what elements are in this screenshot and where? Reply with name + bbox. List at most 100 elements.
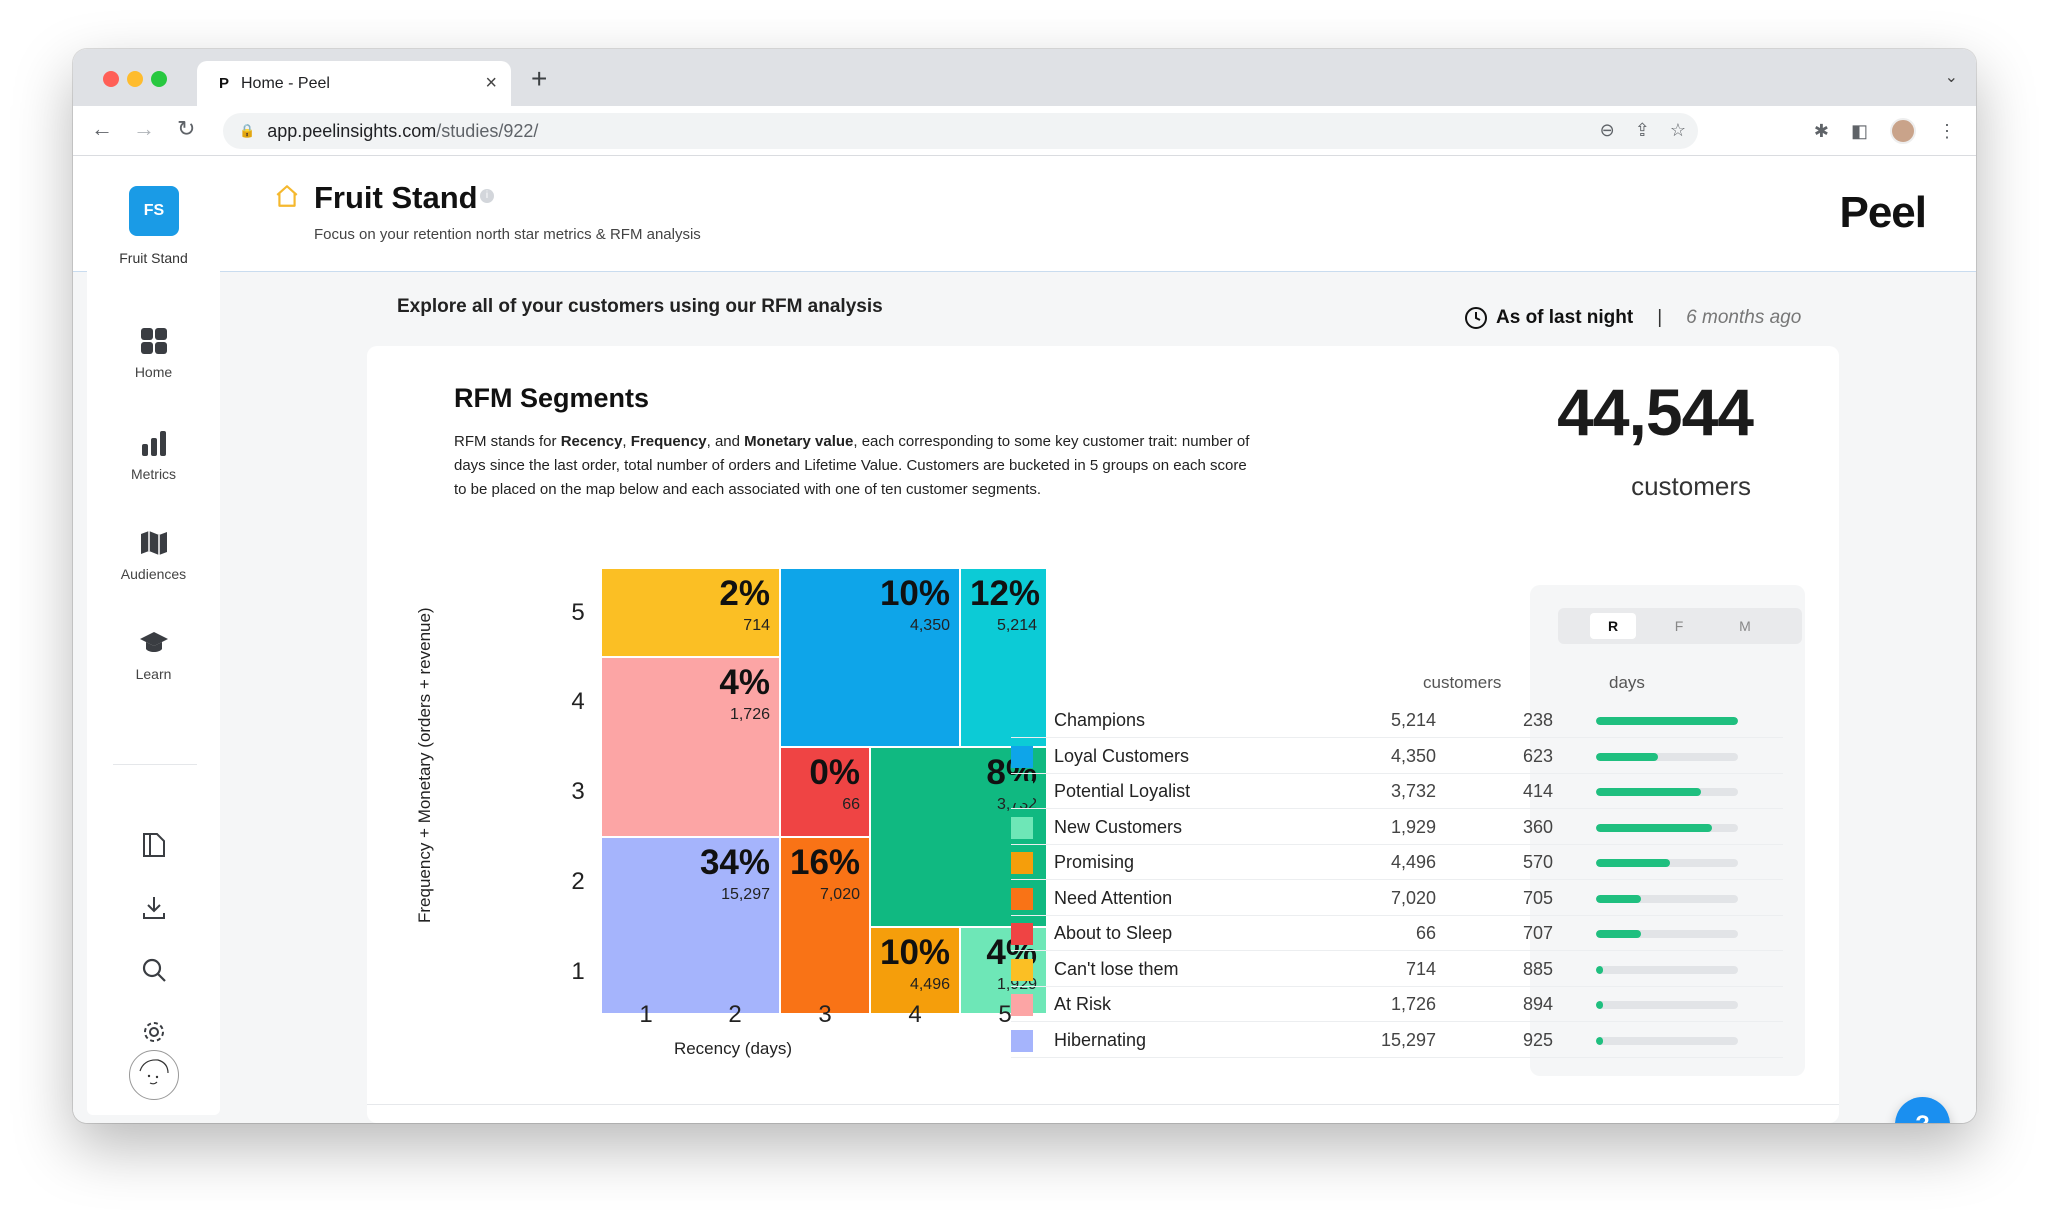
- segment-customers: 1,726: [1390, 994, 1436, 1014]
- toggle-f[interactable]: F: [1674, 618, 1684, 634]
- segment-days-bar: [1596, 717, 1738, 725]
- segment-cell-at-risk[interactable]: 4% 1,726: [602, 658, 779, 836]
- window-minimize-button[interactable]: [127, 71, 143, 87]
- segment-days-bar-fill: [1596, 823, 1713, 832]
- gear-icon[interactable]: [139, 1017, 169, 1047]
- segment-customers: 15,297: [1380, 1029, 1436, 1050]
- segment-percent: 16%: [790, 843, 861, 882]
- segment-swatch: [1011, 1029, 1033, 1052]
- segment-row[interactable]: Champions 5,214 238: [1011, 703, 1783, 738]
- sidebar-item-audiences[interactable]: Audiences: [87, 528, 220, 584]
- segment-row[interactable]: Potential Loyalist 3,732 414: [1011, 774, 1783, 809]
- sidebar-item-learn[interactable]: Learn: [87, 628, 220, 684]
- browser-extensions: ✱ ◧ ⋮: [1814, 118, 1956, 144]
- extensions-puzzle-icon[interactable]: ✱: [1813, 120, 1829, 141]
- reload-button[interactable]: ↻: [177, 116, 196, 141]
- zoom-icon[interactable]: ⊖: [1599, 120, 1615, 140]
- search-icon[interactable]: [139, 955, 169, 985]
- total-customers-value: 44,544: [1557, 375, 1754, 449]
- browser-toolbar: ← → ↻ 🔒 app.peelinsights.com /studies/92…: [73, 106, 1976, 156]
- segment-row[interactable]: Can't lose them 714 885: [1011, 952, 1783, 987]
- home-icon: [276, 185, 298, 207]
- download-icon[interactable]: [139, 893, 169, 923]
- segment-swatch: [1011, 745, 1033, 768]
- window-close-button[interactable]: [103, 71, 119, 87]
- toggle-m[interactable]: M: [1739, 618, 1751, 634]
- address-bar[interactable]: 🔒 app.peelinsights.com /studies/922/ ⊖ ⇪…: [223, 113, 1698, 149]
- sidebar-item-home[interactable]: Home: [87, 326, 220, 382]
- segment-cell-about-to-sleep[interactable]: 0% 66: [781, 748, 869, 836]
- segment-cell-loyal-customers[interactable]: 10% 4,350: [781, 569, 959, 746]
- card-divider: [367, 1104, 1839, 1105]
- help-button[interactable]: ?: [1895, 1097, 1950, 1123]
- segment-count: 1,726: [729, 706, 770, 723]
- segment-count: 5,214: [996, 617, 1037, 634]
- data-freshness: As of last night | 6 months ago: [1464, 306, 1801, 330]
- x-tick: 4: [908, 1001, 922, 1028]
- sidebar-item-metrics[interactable]: Metrics: [87, 428, 220, 484]
- segment-days: 885: [1522, 958, 1553, 979]
- segment-percent: 10%: [879, 574, 950, 613]
- segment-cell-need-attention[interactable]: 16% 7,020: [781, 838, 869, 1013]
- tab-close-icon[interactable]: ×: [485, 72, 497, 94]
- segment-row[interactable]: New Customers 1,929 360: [1011, 810, 1783, 845]
- new-tab-button[interactable]: +: [531, 63, 548, 94]
- segment-row[interactable]: At Risk 1,726 894: [1011, 987, 1783, 1022]
- segment-cell-promising[interactable]: 10% 4,496: [871, 928, 959, 1013]
- sidebar-item-label: Audiences: [120, 566, 187, 582]
- org-name: Fruit Stand: [119, 250, 188, 266]
- page-header: Fruit Stand i Focus on your retention no…: [73, 156, 1976, 272]
- segment-name: Need Attention: [1054, 887, 1173, 908]
- org-badge[interactable]: FS: [129, 186, 179, 236]
- browser-tab[interactable]: P Home - Peel ×: [197, 61, 511, 106]
- share-icon[interactable]: ⇪: [1634, 120, 1650, 140]
- segment-cell-can-t-lose-them[interactable]: 2% 714: [602, 569, 779, 656]
- window-maximize-button[interactable]: [151, 71, 167, 87]
- segment-days-bar: [1596, 823, 1738, 832]
- segment-percent: 2%: [719, 574, 770, 613]
- segment-percent: 12%: [970, 574, 1041, 613]
- segment-customers: 5,214: [1390, 710, 1436, 730]
- segment-name: Promising: [1054, 852, 1135, 872]
- omnibox-actions: ⊖ ⇪ ☆: [1600, 120, 1686, 141]
- segment-row[interactable]: About to Sleep 66 707: [1011, 916, 1783, 951]
- segment-count: 714: [743, 617, 770, 634]
- rfm-description: RFM stands for Recency, Frequency, and M…: [454, 433, 1250, 498]
- browser-menu-icon[interactable]: ⋮: [1938, 120, 1956, 141]
- segment-row[interactable]: Loyal Customers 4,350 623: [1011, 739, 1783, 774]
- y-tick: 1: [571, 958, 585, 985]
- segment-days-bar-fill: [1596, 1036, 1604, 1045]
- graduation-cap-icon: [139, 632, 168, 652]
- segment-days-bar: [1596, 894, 1738, 903]
- segment-cell-hibernating[interactable]: 34% 15,297: [602, 838, 779, 1013]
- profile-avatar[interactable]: [1890, 118, 1916, 144]
- sidebar-item-label: Metrics: [130, 466, 177, 482]
- segment-cell-champions[interactable]: 12% 5,214: [961, 569, 1046, 746]
- total-customers-label: customers: [1631, 471, 1751, 501]
- user-avatar[interactable]: [129, 1050, 179, 1100]
- bar-chart-icon: [141, 431, 166, 456]
- segment-days-bar: [1596, 788, 1738, 796]
- x-tick: 5: [998, 1001, 1012, 1028]
- segment-days-bar-fill: [1596, 894, 1642, 903]
- side-panel-icon[interactable]: ◧: [1850, 120, 1868, 141]
- toggle-r[interactable]: R: [1590, 613, 1636, 639]
- lock-icon: 🔒: [239, 123, 256, 138]
- segment-days-bar-fill: [1596, 788, 1702, 796]
- segment-swatch: [1011, 781, 1033, 803]
- url-host: app.peelinsights.com: [267, 120, 437, 141]
- forward-button[interactable]: →: [133, 116, 155, 141]
- info-icon[interactable]: i: [480, 189, 494, 203]
- back-button[interactable]: ←: [91, 116, 113, 141]
- rfm-toggle: R F M: [1558, 608, 1802, 644]
- bookmark-star-icon[interactable]: ☆: [1669, 120, 1686, 140]
- segment-row[interactable]: Promising 4,496 570: [1011, 845, 1783, 880]
- segment-row[interactable]: Need Attention 7,020 705: [1011, 881, 1783, 916]
- tab-search-chevron-icon[interactable]: ⌄: [1944, 69, 1958, 86]
- segment-customers: 4,496: [1390, 852, 1436, 872]
- segment-count: 4,350: [909, 617, 950, 634]
- book-icon[interactable]: [139, 830, 169, 860]
- segment-row[interactable]: Hibernating 15,297 925: [1011, 1023, 1783, 1058]
- segment-days-bar: [1596, 1036, 1738, 1045]
- segment-percent: 10%: [880, 933, 951, 972]
